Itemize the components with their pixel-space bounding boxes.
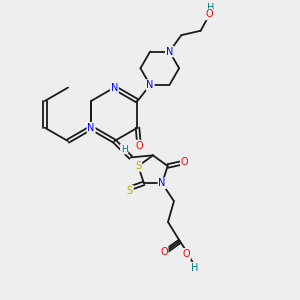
- Text: N: N: [158, 178, 166, 188]
- Text: H: H: [121, 145, 128, 154]
- Text: N: N: [146, 80, 154, 90]
- Text: O: O: [160, 247, 168, 257]
- Text: O: O: [205, 9, 213, 20]
- Text: N: N: [111, 82, 118, 93]
- Text: H: H: [191, 263, 199, 273]
- Text: S: S: [127, 186, 133, 196]
- Text: O: O: [183, 249, 190, 259]
- Text: S: S: [135, 161, 141, 171]
- Text: O: O: [181, 157, 188, 166]
- Text: O: O: [135, 140, 143, 151]
- Text: H: H: [207, 3, 215, 13]
- Text: N: N: [88, 123, 95, 133]
- Text: N: N: [166, 46, 173, 56]
